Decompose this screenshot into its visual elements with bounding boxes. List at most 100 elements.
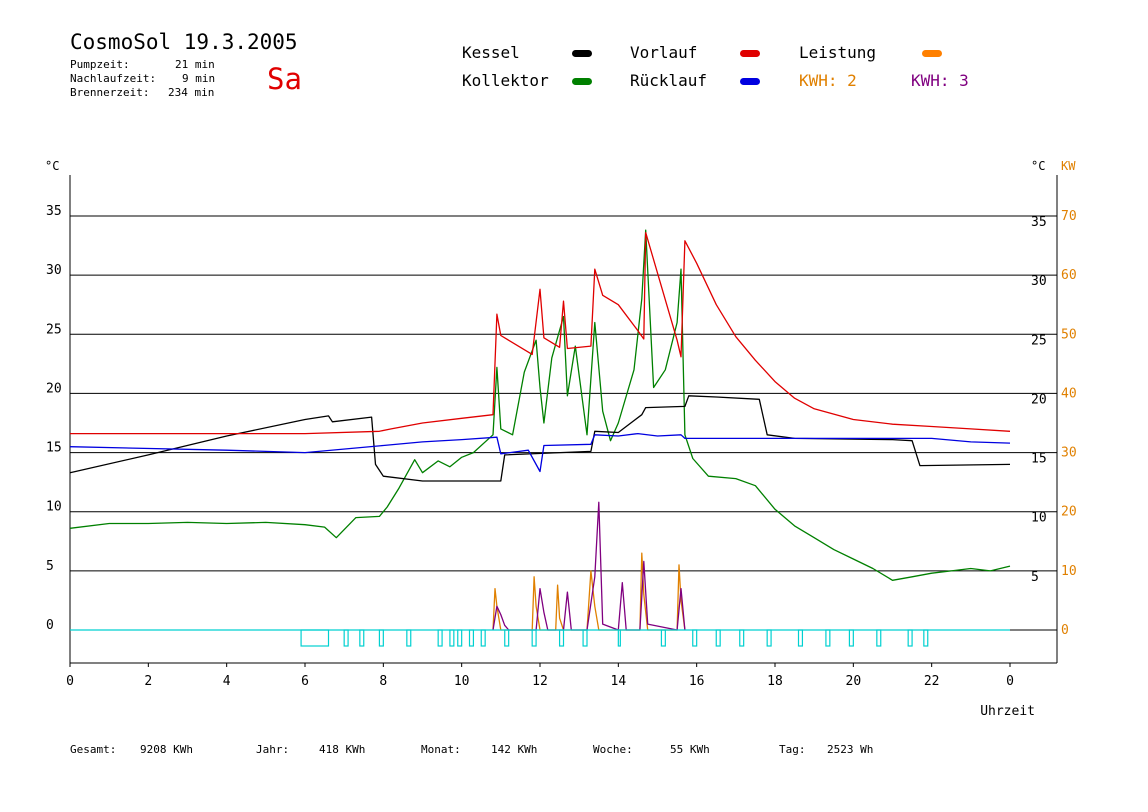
footer-total-label: Gesamt: — [70, 743, 117, 756]
y-tick-label-kw: 70 — [1061, 209, 1077, 224]
y-tick-label: 35 — [46, 204, 62, 219]
pump-pulse — [531, 629, 537, 647]
x-tick-label: 10 — [454, 674, 470, 689]
x-tick-label: 16 — [689, 674, 705, 689]
pump-pulse — [797, 629, 804, 647]
pump-pulse — [378, 629, 384, 647]
legend-kwh2-label: KWH: 2 — [799, 71, 857, 90]
burner-time-label: Brennerzeit: — [70, 86, 150, 99]
pump-pulse — [739, 629, 745, 647]
pump-pulse — [457, 629, 463, 647]
x-tick-label: 4 — [223, 674, 231, 689]
pump-time-value: 21 min — [175, 58, 215, 71]
footer-week-label: Woche: — [593, 743, 633, 756]
pump-pulse — [848, 629, 854, 647]
weekday-label: Sa — [267, 62, 302, 96]
y-tick-label-right: 5 — [1031, 570, 1039, 585]
x-tick-label: 8 — [379, 674, 387, 689]
pump-pulse — [876, 629, 882, 647]
legend-kollektor-swatch — [572, 78, 592, 85]
pump-pulse — [692, 629, 698, 647]
footer-total-value: 9208 KWh — [140, 743, 193, 756]
y-tick-label-right: 25 — [1031, 333, 1047, 348]
x-tick-label: 20 — [846, 674, 862, 689]
y-tick-label-kw: 30 — [1061, 446, 1077, 461]
x-tick-label: 0 — [66, 674, 74, 689]
y-tick-label-right: 10 — [1031, 511, 1047, 526]
legend-vorlauf-label: Vorlauf — [630, 43, 698, 62]
x-tick-label: 22 — [924, 674, 940, 689]
y-tick-label-right: 30 — [1031, 274, 1047, 289]
pump-pulse — [504, 629, 510, 647]
legend-leistung-label: Leistung — [799, 43, 877, 62]
y-tick-label-kw: 40 — [1061, 386, 1077, 401]
y-tick-label: 25 — [46, 322, 62, 337]
legend-ruecklauf-label: Rücklauf — [630, 71, 708, 90]
pump-pulse — [660, 629, 666, 647]
series-kessel — [69, 395, 1011, 482]
y-tick-label-right: 35 — [1031, 215, 1047, 230]
overrun-time-value: 9 min — [182, 72, 216, 85]
page-title: CosmoSol 19.3.2005 — [70, 30, 298, 54]
pump-pulse — [359, 629, 365, 647]
y-tick-label-kw: 60 — [1061, 268, 1077, 283]
y-tick-label: 5 — [46, 559, 54, 574]
legend-kollektor-label: Kollektor — [462, 71, 549, 90]
pump-pulse — [449, 629, 455, 647]
pump-pulse — [766, 629, 772, 647]
y-tick-label: 15 — [46, 441, 62, 456]
x-tick-label: 0 — [1006, 674, 1014, 689]
pump-pulse — [907, 629, 913, 647]
y-tick-label: 30 — [46, 263, 62, 278]
pump-pulse — [480, 629, 486, 647]
x-tick-label: 2 — [144, 674, 152, 689]
overrun-time-label: Nachlaufzeit: — [70, 72, 157, 85]
legend-ruecklauf-swatch — [740, 78, 760, 85]
burner-time-value: 234 min — [168, 86, 215, 99]
y-tick-label-kw: 50 — [1061, 327, 1077, 342]
legend-kessel-swatch — [572, 50, 592, 57]
x-tick-label: 18 — [767, 674, 783, 689]
pump-pulse — [437, 629, 443, 647]
pump-pulse — [343, 629, 349, 647]
legend-vorlauf-swatch — [740, 50, 760, 57]
pump-pulse — [582, 629, 588, 647]
x-tick-label: 12 — [532, 674, 548, 689]
legend-kwh3-label: KWH: 3 — [911, 71, 969, 90]
series-kwh-3 — [492, 501, 686, 631]
y-tick-label-kw: 20 — [1061, 505, 1077, 520]
x-tick-label: 6 — [301, 674, 309, 689]
y-tick-label: 0 — [46, 618, 54, 633]
footer-year-value: 418 KWh — [319, 743, 366, 756]
x-tick-label: 14 — [611, 674, 627, 689]
legend-leistung-swatch — [922, 50, 942, 57]
y-tick-label-kw: 0 — [1061, 623, 1069, 638]
pump-pulse — [300, 629, 330, 647]
footer-day-value: 2523 Wh — [827, 743, 874, 756]
pump-pulse — [468, 629, 475, 647]
y-tick-label-right: 15 — [1031, 452, 1047, 467]
y-tick-label: 10 — [46, 500, 62, 515]
series-r-cklauf — [69, 432, 1011, 473]
pump-pulse — [406, 629, 412, 647]
pump-pulse — [715, 629, 721, 647]
pump-pulse — [558, 629, 565, 647]
series-kollektor — [69, 229, 1011, 581]
pump-pulse — [825, 629, 831, 647]
pump-time-label: Pumpzeit: — [70, 58, 130, 71]
y-tick-label-kw: 10 — [1061, 564, 1077, 579]
series-vorlauf — [70, 231, 1011, 435]
y-axis-unit-left: °C — [45, 159, 59, 173]
y-axis-unit-kw: KW — [1061, 159, 1076, 173]
y-tick-label-right: 20 — [1031, 392, 1047, 407]
footer-week-value: 55 KWh — [670, 743, 710, 756]
y-axis-unit-right: °C — [1031, 159, 1045, 173]
pump-pulse — [923, 629, 929, 647]
footer-month-value: 142 KWh — [491, 743, 538, 756]
legend-kessel-label: Kessel — [462, 43, 520, 62]
footer-year-label: Jahr: — [256, 743, 290, 756]
footer-day-label: Tag: — [779, 743, 806, 756]
footer-month-label: Monat: — [421, 743, 461, 756]
y-tick-label: 20 — [46, 381, 62, 396]
